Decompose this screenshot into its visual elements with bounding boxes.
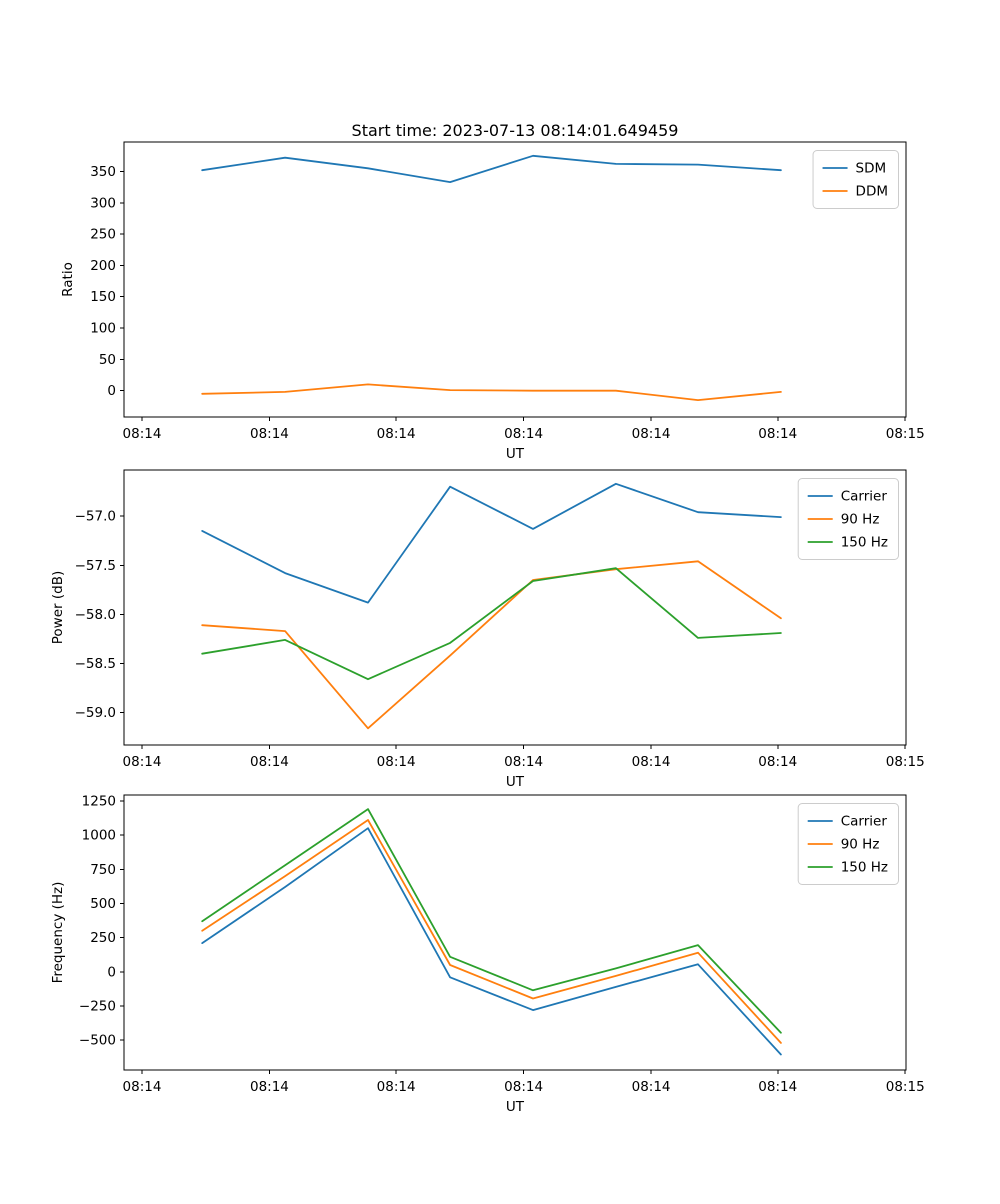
y-tick-label: −250 [79,999,116,1015]
y-tick-label: 300 [90,195,116,211]
legend-box [797,478,899,560]
y-tick-label: 0 [107,964,116,980]
x-tick-label: 08:14 [504,426,543,442]
y-tick-label: 150 [90,289,116,305]
legend-label: 150 Hz [841,860,888,876]
x-tick-label: 08:14 [123,754,162,770]
chart-0: 0 50 100 150 200 250 300 350 08:14 08:14 08:14 08:1… [60,141,925,462]
y-tick-label: 250 [90,227,116,243]
y-tick-label: −58.5 [75,656,116,672]
series-line-carrier [201,827,782,1056]
x-tick-label: 08:14 [632,1079,671,1095]
y-tick-label: 350 [90,164,116,180]
y-tick-label: 0 [107,383,116,399]
legend-label: 90 Hz [841,512,880,528]
x-tick-label: 08:14 [504,754,543,770]
legend-box [812,150,899,209]
x-tick-label: 08:15 [886,426,925,442]
x-tick-label: 08:14 [758,426,797,442]
y-tick-label: −58.0 [75,607,116,623]
legend-label: 150 Hz [841,535,888,551]
y-tick-label: 500 [90,896,116,912]
legend-label: Carrier [841,489,888,505]
x-tick-label: 08:14 [377,1079,416,1095]
x-tick-label: 08:14 [632,754,671,770]
legend-box [797,803,899,885]
x-tick-label: 08:14 [250,754,289,770]
x-tick-label: 08:14 [632,426,671,442]
x-axis-label: UT [506,1099,525,1115]
y-tick-label: 100 [90,321,116,337]
x-tick-label: 08:14 [250,426,289,442]
y-tick-label: −500 [79,1033,116,1049]
x-tick-label: 08:15 [886,754,925,770]
legend: SDM DDM [812,150,899,209]
y-tick-label: −57.5 [75,558,116,574]
series-line-150-hz [201,808,782,1034]
y-tick-label: 250 [90,930,116,946]
x-tick-label: 08:14 [377,426,416,442]
legend-label: DDM [856,184,888,200]
x-axis-label: UT [506,774,525,790]
plot-frame [123,794,907,1071]
plot-frame [123,141,907,418]
plot-frame [123,469,907,746]
figure-title: Start time: 2023-07-13 08:14:01.649459 [352,121,679,140]
x-tick-label: 08:14 [504,1079,543,1095]
series-line-sdm [201,154,782,184]
x-tick-label: 08:14 [123,1079,162,1095]
chart-2: 1250 1000 750 500 250 0 −250 −500 08:14 08:14 08:1… [50,793,925,1115]
y-tick-label: 50 [99,352,116,368]
legend-label: 90 Hz [841,837,880,853]
x-tick-label: 08:14 [758,1079,797,1095]
y-axis-label: Ratio [60,262,76,297]
y-tick-label: 750 [90,862,116,878]
y-tick-label: −59.0 [75,705,116,721]
series-line-carrier [201,482,782,604]
y-tick-label: 200 [90,258,116,274]
series-line-90-hz [201,560,782,730]
x-axis-label: UT [506,446,525,462]
legend-label: Carrier [841,814,888,830]
x-tick-label: 08:14 [123,426,162,442]
y-axis-label: Power (dB) [50,571,66,644]
y-tick-label: −57.0 [75,509,116,525]
legend: Carrier 90 Hz 150 Hz [797,478,899,560]
series-line-ddm [201,383,782,402]
legend-label: SDM [856,161,887,177]
series-line-90-hz [201,819,782,1044]
series-line-150-hz [201,567,782,681]
y-axis-label: Frequency (Hz) [50,882,66,984]
y-tick-label: 1000 [82,828,116,844]
chart-1: −57.0 −57.5 −58.0 −58.5 −59.0 08:14 08:14 08:14… [50,469,925,790]
x-tick-label: 08:15 [886,1079,925,1095]
x-tick-label: 08:14 [250,1079,289,1095]
x-tick-label: 08:14 [377,754,416,770]
legend: Carrier 90 Hz 150 Hz [797,803,899,885]
y-tick-label: 1250 [82,793,116,809]
x-tick-label: 08:14 [758,754,797,770]
